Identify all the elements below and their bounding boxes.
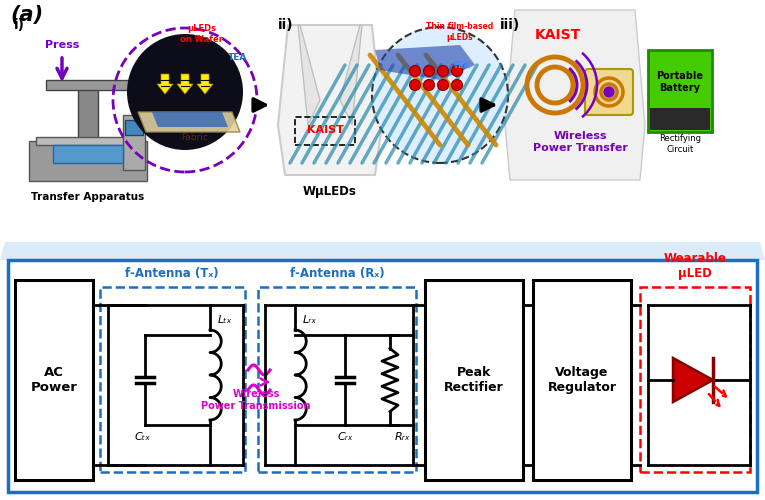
FancyBboxPatch shape	[125, 120, 143, 135]
FancyBboxPatch shape	[585, 69, 633, 115]
FancyBboxPatch shape	[123, 115, 145, 170]
Text: μLEDs
on Wafer: μLEDs on Wafer	[181, 24, 223, 44]
Text: f-Antenna (Tₓ): f-Antenna (Tₓ)	[125, 267, 219, 280]
Text: Rᵣₓ: Rᵣₓ	[395, 432, 411, 442]
Text: Peak
Rectifier: Peak Rectifier	[444, 366, 504, 394]
Circle shape	[604, 87, 614, 97]
Circle shape	[127, 34, 243, 150]
Polygon shape	[197, 74, 213, 94]
Text: Rectifying
Circuit: Rectifying Circuit	[659, 134, 701, 154]
Text: Lₜₓ: Lₜₓ	[218, 315, 233, 325]
Polygon shape	[152, 112, 228, 127]
Circle shape	[372, 27, 508, 163]
Text: WμLEDs: WμLEDs	[303, 185, 357, 198]
FancyBboxPatch shape	[648, 50, 712, 132]
Polygon shape	[673, 358, 713, 402]
Polygon shape	[177, 74, 193, 94]
Text: Wireless
Power Transmission: Wireless Power Transmission	[201, 389, 311, 411]
Text: iii): iii)	[500, 18, 520, 32]
FancyBboxPatch shape	[8, 260, 757, 492]
FancyBboxPatch shape	[78, 88, 98, 143]
Text: ii): ii)	[278, 18, 294, 32]
Text: i): i)	[14, 18, 25, 32]
Polygon shape	[340, 25, 362, 125]
Circle shape	[424, 66, 435, 76]
Text: Wearable
μLED: Wearable μLED	[663, 252, 727, 280]
Text: KAIST: KAIST	[307, 125, 343, 135]
Circle shape	[409, 66, 421, 76]
Text: Cᵣₓ: Cᵣₓ	[337, 432, 353, 442]
Polygon shape	[278, 25, 382, 175]
Polygon shape	[0, 242, 765, 260]
Polygon shape	[157, 74, 173, 94]
FancyBboxPatch shape	[46, 80, 130, 90]
Text: Thin film-based
μLEDs: Thin film-based μLEDs	[426, 22, 493, 42]
Text: f-Antenna (Rₓ): f-Antenna (Rₓ)	[290, 267, 384, 280]
FancyBboxPatch shape	[29, 141, 147, 181]
FancyBboxPatch shape	[650, 108, 710, 130]
FancyBboxPatch shape	[53, 145, 123, 163]
Circle shape	[409, 80, 421, 90]
Circle shape	[438, 80, 448, 90]
Circle shape	[451, 66, 463, 76]
FancyBboxPatch shape	[533, 280, 631, 480]
Text: Portable
Battery: Portable Battery	[656, 71, 704, 93]
Circle shape	[451, 80, 463, 90]
Text: TEA: TEA	[228, 54, 247, 62]
FancyBboxPatch shape	[36, 137, 140, 145]
Text: Fabric: Fabric	[181, 134, 208, 142]
Circle shape	[438, 66, 448, 76]
Text: TEA: TEA	[453, 60, 471, 70]
Text: Press: Press	[45, 40, 80, 50]
Polygon shape	[505, 10, 645, 180]
Text: Voltage
Regulator: Voltage Regulator	[548, 366, 617, 394]
Polygon shape	[298, 25, 320, 125]
FancyBboxPatch shape	[0, 0, 765, 260]
Text: KAIST: KAIST	[535, 28, 581, 42]
Text: AC
Power: AC Power	[31, 366, 77, 394]
FancyBboxPatch shape	[425, 280, 523, 480]
Text: Lᵣₓ: Lᵣₓ	[303, 315, 317, 325]
Text: (a): (a)	[10, 5, 43, 25]
Circle shape	[424, 80, 435, 90]
Text: Wireless
Power Transfer: Wireless Power Transfer	[532, 131, 627, 153]
Polygon shape	[375, 45, 475, 80]
Text: Transfer Apparatus: Transfer Apparatus	[31, 192, 145, 202]
Polygon shape	[138, 112, 240, 132]
Text: Cₜₓ: Cₜₓ	[135, 432, 151, 442]
FancyBboxPatch shape	[15, 280, 93, 480]
